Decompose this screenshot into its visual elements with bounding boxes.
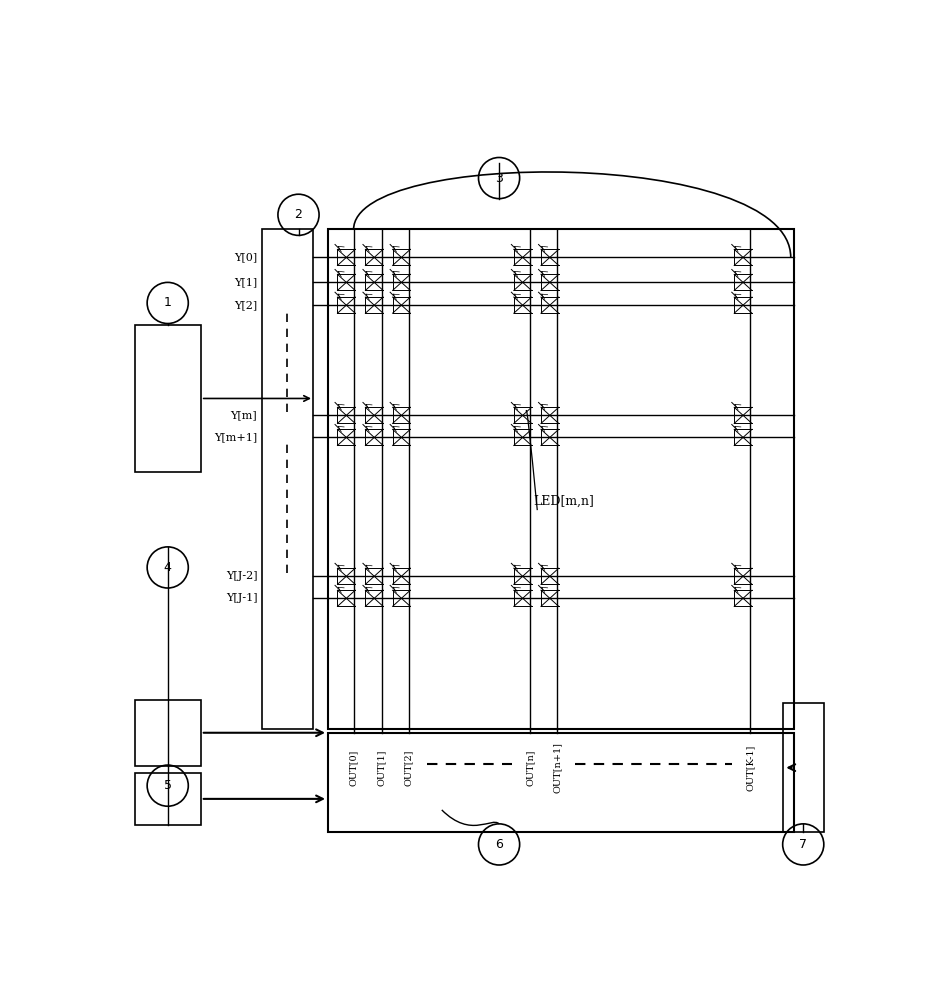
Text: Y[2]: Y[2] <box>234 300 257 310</box>
Text: 3: 3 <box>495 172 503 185</box>
Text: 4: 4 <box>164 561 172 574</box>
Text: OUT[0]: OUT[0] <box>349 749 358 786</box>
Text: Y[1]: Y[1] <box>234 277 257 287</box>
Text: OUT[1]: OUT[1] <box>377 749 386 786</box>
Bar <box>328 229 794 729</box>
Text: Y[J-2]: Y[J-2] <box>226 571 257 581</box>
Text: OUT[K-1]: OUT[K-1] <box>746 744 755 791</box>
Text: 5: 5 <box>164 779 172 792</box>
Text: LED[m,n]: LED[m,n] <box>534 495 594 508</box>
Text: Y[m+1]: Y[m+1] <box>214 432 257 442</box>
Bar <box>328 733 794 832</box>
Text: 1: 1 <box>164 296 172 309</box>
Text: OUT[n]: OUT[n] <box>525 749 535 786</box>
Text: 7: 7 <box>799 838 808 851</box>
Text: Y[0]: Y[0] <box>234 252 257 262</box>
Bar <box>135 700 201 766</box>
Bar <box>135 773 201 825</box>
Text: 2: 2 <box>295 208 302 221</box>
Bar <box>135 325 201 472</box>
Text: OUT[n+1]: OUT[n+1] <box>553 742 561 793</box>
Text: Y[m]: Y[m] <box>230 410 257 420</box>
Bar <box>262 229 313 729</box>
Bar <box>783 703 824 832</box>
Text: OUT[2]: OUT[2] <box>404 749 413 786</box>
Text: Y[J-1]: Y[J-1] <box>226 593 257 603</box>
Text: 6: 6 <box>495 838 503 851</box>
